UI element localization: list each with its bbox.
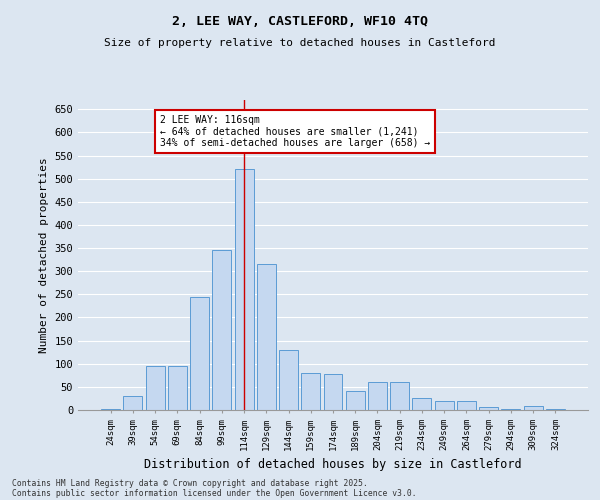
Bar [168, 366, 187, 410]
Bar [546, 409, 565, 410]
Bar [435, 400, 454, 410]
Bar [368, 382, 387, 410]
Text: Contains public sector information licensed under the Open Government Licence v3: Contains public sector information licen… [12, 490, 416, 498]
Bar [257, 264, 276, 410]
Text: Size of property relative to detached houses in Castleford: Size of property relative to detached ho… [104, 38, 496, 48]
Bar [346, 392, 365, 410]
Bar [235, 170, 254, 410]
Bar [101, 409, 120, 410]
Bar [390, 382, 409, 410]
Bar [301, 373, 320, 410]
Text: 2, LEE WAY, CASTLEFORD, WF10 4TQ: 2, LEE WAY, CASTLEFORD, WF10 4TQ [172, 15, 428, 28]
Y-axis label: Number of detached properties: Number of detached properties [39, 157, 49, 353]
Bar [124, 396, 142, 410]
Bar [279, 350, 298, 410]
Bar [457, 400, 476, 410]
Text: Contains HM Land Registry data © Crown copyright and database right 2025.: Contains HM Land Registry data © Crown c… [12, 478, 368, 488]
Bar [146, 366, 164, 410]
X-axis label: Distribution of detached houses by size in Castleford: Distribution of detached houses by size … [144, 458, 522, 471]
Bar [524, 406, 542, 410]
Bar [323, 374, 343, 410]
Bar [479, 407, 498, 410]
Text: 2 LEE WAY: 116sqm
← 64% of detached houses are smaller (1,241)
34% of semi-detac: 2 LEE WAY: 116sqm ← 64% of detached hous… [160, 115, 430, 148]
Bar [190, 296, 209, 410]
Bar [412, 398, 431, 410]
Bar [212, 250, 231, 410]
Bar [502, 408, 520, 410]
